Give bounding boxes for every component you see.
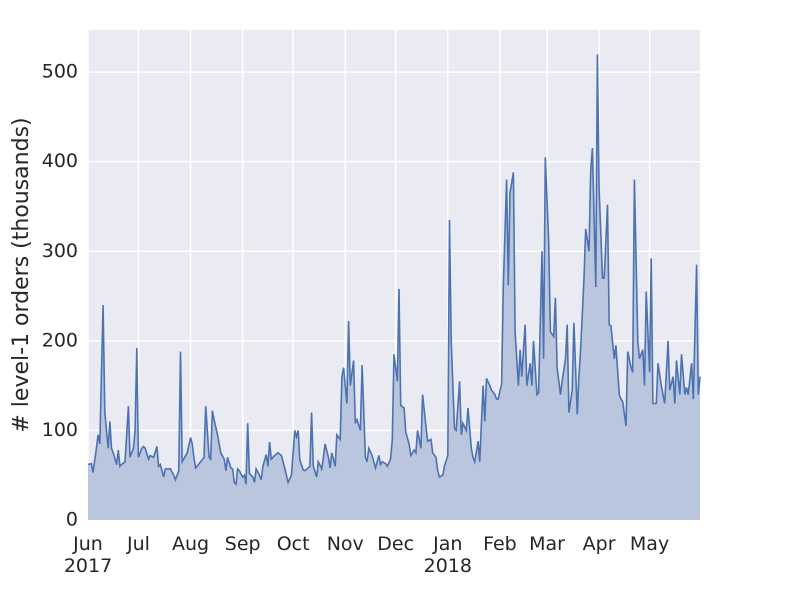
- x-tick-label-line: Nov: [327, 533, 364, 555]
- x-tick-label: Jan 2018: [424, 533, 472, 577]
- x-tick-label: Mar: [529, 533, 565, 555]
- x-tick-label-line: Sep: [225, 533, 261, 555]
- line: [87, 54, 701, 487]
- x-tick-label-line: 2017: [64, 555, 112, 577]
- y-tick-label: 0: [66, 509, 78, 531]
- x-tick-label-line: Jul: [126, 533, 150, 555]
- y-tick-label: 100: [42, 419, 78, 441]
- x-tick-label-line: Apr: [583, 533, 616, 555]
- x-tick-label: Oct: [277, 533, 310, 555]
- x-tick-label: Sep: [225, 533, 261, 555]
- x-tick-label-line: Feb: [483, 533, 517, 555]
- area: [88, 54, 700, 520]
- x-tick-label: Apr: [583, 533, 616, 555]
- x-tick-label: May: [630, 533, 669, 555]
- x-tick-label: Feb: [483, 533, 517, 555]
- x-tick-label-line: Mar: [529, 533, 565, 555]
- x-tick-label-line: Aug: [172, 533, 209, 555]
- y-tick-label: 200: [42, 329, 78, 351]
- x-tick-label-line: Jan: [432, 533, 462, 555]
- x-tick-label-line: May: [630, 533, 669, 555]
- x-tick-label: Aug: [172, 533, 209, 555]
- x-tick-label-line: Dec: [377, 533, 414, 555]
- x-tick-label-line: Jun: [72, 533, 103, 555]
- y-tick-label: 400: [42, 150, 78, 172]
- y-tick-label: 300: [42, 240, 78, 262]
- y-tick-label: 500: [42, 61, 78, 83]
- x-tick-label: Nov: [327, 533, 364, 555]
- x-tick-label: Dec: [377, 533, 414, 555]
- x-tick-label: Jul: [126, 533, 150, 555]
- x-tick-label: Jun 2017: [64, 533, 112, 577]
- x-tick-label-line: 2018: [424, 555, 472, 577]
- x-tick-label-line: Oct: [277, 533, 310, 555]
- y-axis-label: # level-1 orders (thousands): [9, 117, 34, 432]
